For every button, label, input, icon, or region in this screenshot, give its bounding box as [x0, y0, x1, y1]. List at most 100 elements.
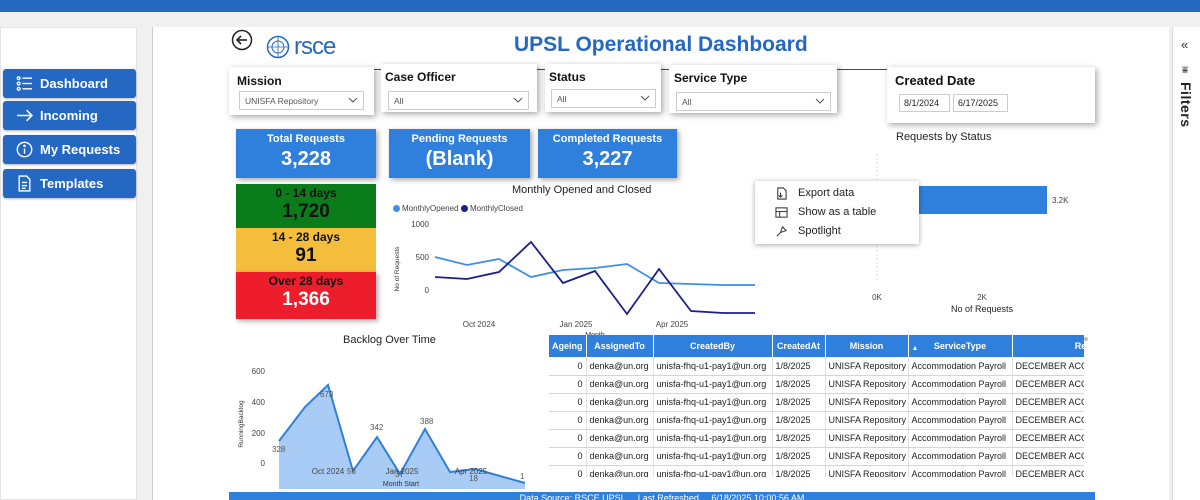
table-cell: unisfa-fhq-u1-pay1@un.org — [653, 411, 773, 430]
kpi-value: 3,228 — [280, 148, 332, 170]
data-source-footer: Data Source: RSCE UPSL ... Last Refreshe… — [229, 492, 1095, 500]
chevron-down-icon — [815, 98, 825, 104]
mission-slicer: Mission UNISFA Repository — [229, 67, 374, 115]
slicer-title: Case Officer — [385, 70, 456, 84]
menu-item-label: Show as a table — [798, 206, 877, 218]
table-cell: unisfa-fhq-u1-pay1@un.org — [653, 357, 773, 376]
table-cell: 0 — [549, 375, 587, 394]
y-axis-label: RunningBacklog — [238, 400, 245, 448]
column-header-mission[interactable]: Mission — [825, 335, 909, 357]
header-label: ServiceType — [933, 341, 987, 351]
column-header-assignedto[interactable]: AssignedTo — [586, 335, 654, 357]
table-cell: UNISFA Repository — [825, 465, 909, 477]
data-label: 342 — [370, 423, 384, 432]
ageing-0-14-card: 0 - 14 days 1,720 — [236, 184, 376, 228]
un-emblem-icon — [266, 35, 290, 59]
y-tick: 600 — [252, 367, 266, 376]
end-date-input[interactable]: 6/17/2025 — [953, 94, 1008, 112]
column-header-re[interactable]: Re — [1012, 335, 1084, 357]
table-cell: Accommodation Payroll — [908, 375, 1013, 394]
table-cell: 1/8/2025 — [772, 375, 826, 394]
back-arrow-icon[interactable] — [231, 29, 253, 51]
table-cell: denka@un.org — [586, 447, 654, 466]
ageing-value: 91 — [295, 245, 317, 266]
start-date-input[interactable]: 8/1/2024 — [899, 94, 950, 112]
table-cell: DECEMBER ACCO — [1012, 357, 1084, 376]
document-icon — [15, 175, 33, 193]
table-cell: 0 — [549, 465, 587, 477]
table-row[interactable]: 0 denka@un.org unisfa-fhq-u1-pay1@un.org 1/… — [549, 393, 1084, 412]
table-cell: 1/8/2025 — [772, 447, 826, 466]
filter-icon: ⩸ — [1182, 65, 1189, 76]
visual-context-menu: Export data Show as a table Spotlight — [755, 181, 919, 244]
top-bar — [0, 0, 1200, 12]
case-officer-dropdown[interactable]: All — [388, 91, 529, 110]
ageing-value: 1,720 — [282, 201, 330, 222]
ageing-value: 1,366 — [282, 289, 330, 310]
table-scroll-indicator[interactable] — [1084, 337, 1088, 341]
table-cell: UNISFA Repository — [825, 411, 909, 430]
list-icon — [15, 75, 33, 93]
menu-export-data[interactable]: Export data — [775, 184, 854, 202]
kpi-value: 3,227 — [582, 148, 633, 170]
data-label: 673 — [320, 390, 334, 399]
filters-pane[interactable]: « ⩸ Filters — [1172, 27, 1200, 500]
table-cell: DECEMBER ACCO — [1012, 429, 1084, 448]
table-cell: UNISFA Repository — [825, 447, 909, 466]
sidebar-item-dashboard[interactable]: Dashboard — [3, 69, 136, 98]
column-header-ageing[interactable]: Ageing — [549, 335, 587, 357]
y-tick: 500 — [416, 253, 430, 262]
kpi-label: Completed Requests — [552, 133, 663, 145]
status-dropdown[interactable]: All — [551, 89, 656, 108]
filters-pane-label[interactable]: Filters — [1178, 82, 1194, 128]
export-icon — [777, 186, 787, 200]
sidebar-item-my-requests[interactable]: My Requests — [3, 135, 136, 164]
collapse-pane-icon[interactable]: « — [1181, 37, 1189, 52]
menu-item-label: Export data — [798, 187, 855, 199]
table-cell: unisfa-fhq-u1-pay1@un.org — [653, 429, 773, 448]
table-row[interactable]: 0 denka@un.org unisfa-fhq-u1-pay1@un.org 1/… — [549, 447, 1084, 466]
table-row[interactable]: 0 denka@un.org unisfa-fhq-u1-pay1@un.org 1/… — [549, 357, 1084, 376]
slicer-title: Created Date — [895, 73, 976, 88]
column-header-servicetype[interactable]: ▲ ServiceType — [908, 335, 1013, 357]
data-label: 18 — [469, 474, 478, 483]
service-type-dropdown[interactable]: All — [676, 92, 831, 111]
chevron-down-icon — [640, 95, 650, 101]
x-tick: Oct 2024 — [463, 320, 496, 329]
y-tick: 0 — [425, 286, 430, 295]
sidebar-item-templates[interactable]: Templates — [3, 169, 136, 198]
pending-requests-card: Pending Requests (Blank) — [389, 129, 530, 178]
sidebar-item-label: Dashboard — [40, 76, 108, 91]
column-header-createdby[interactable]: CreatedBy — [653, 335, 773, 357]
table-row[interactable]: 0 denka@un.org unisfa-fhq-u1-pay1@un.org 1/… — [549, 465, 1084, 477]
sidebar-item-incoming[interactable]: Incoming — [3, 101, 136, 130]
requests-table: Ageing AssignedTo CreatedBy CreatedAt Mi… — [549, 335, 1084, 477]
table-cell: Accommodation Payroll — [908, 447, 1013, 466]
series-line-opened — [434, 256, 755, 286]
kpi-value: (Blank) — [425, 148, 494, 170]
slicer-title: Service Type — [674, 71, 748, 85]
sort-ascending-icon: ▲ — [911, 345, 919, 352]
x-tick: 2K — [977, 293, 987, 302]
menu-show-as-table[interactable]: Show as a table — [775, 203, 876, 221]
rsce-logo: rsce — [266, 33, 336, 61]
dropdown-value: All — [394, 96, 404, 106]
backlog-chart: RunningBacklog 600 400 200 0 328 673 56 … — [238, 367, 526, 489]
table-row[interactable]: 0 denka@un.org unisfa-fhq-u1-pay1@un.org 1/… — [549, 375, 1084, 394]
page-title: UPSL Operational Dashboard — [514, 33, 808, 56]
table-cell: Accommodation Payroll — [908, 393, 1013, 412]
y-tick: 400 — [252, 398, 266, 407]
ageing-label: 14 - 28 days — [271, 230, 341, 244]
table-cell: denka@un.org — [586, 375, 654, 394]
backlog-area — [279, 385, 525, 489]
table-cell: 0 — [549, 393, 587, 412]
table-row[interactable]: 0 denka@un.org unisfa-fhq-u1-pay1@un.org 1/… — [549, 429, 1084, 448]
table-cell: denka@un.org — [586, 465, 654, 477]
table-cell: Accommodation Payroll — [908, 357, 1013, 376]
table-row[interactable]: 0 denka@un.org unisfa-fhq-u1-pay1@un.org 1/… — [549, 411, 1084, 430]
column-header-createdat[interactable]: CreatedAt — [772, 335, 826, 357]
menu-spotlight[interactable]: Spotlight — [775, 222, 841, 240]
mission-dropdown[interactable]: UNISFA Repository — [239, 91, 364, 110]
ageing-14-28-card: 14 - 28 days 91 — [236, 228, 376, 272]
info-icon — [15, 141, 33, 159]
